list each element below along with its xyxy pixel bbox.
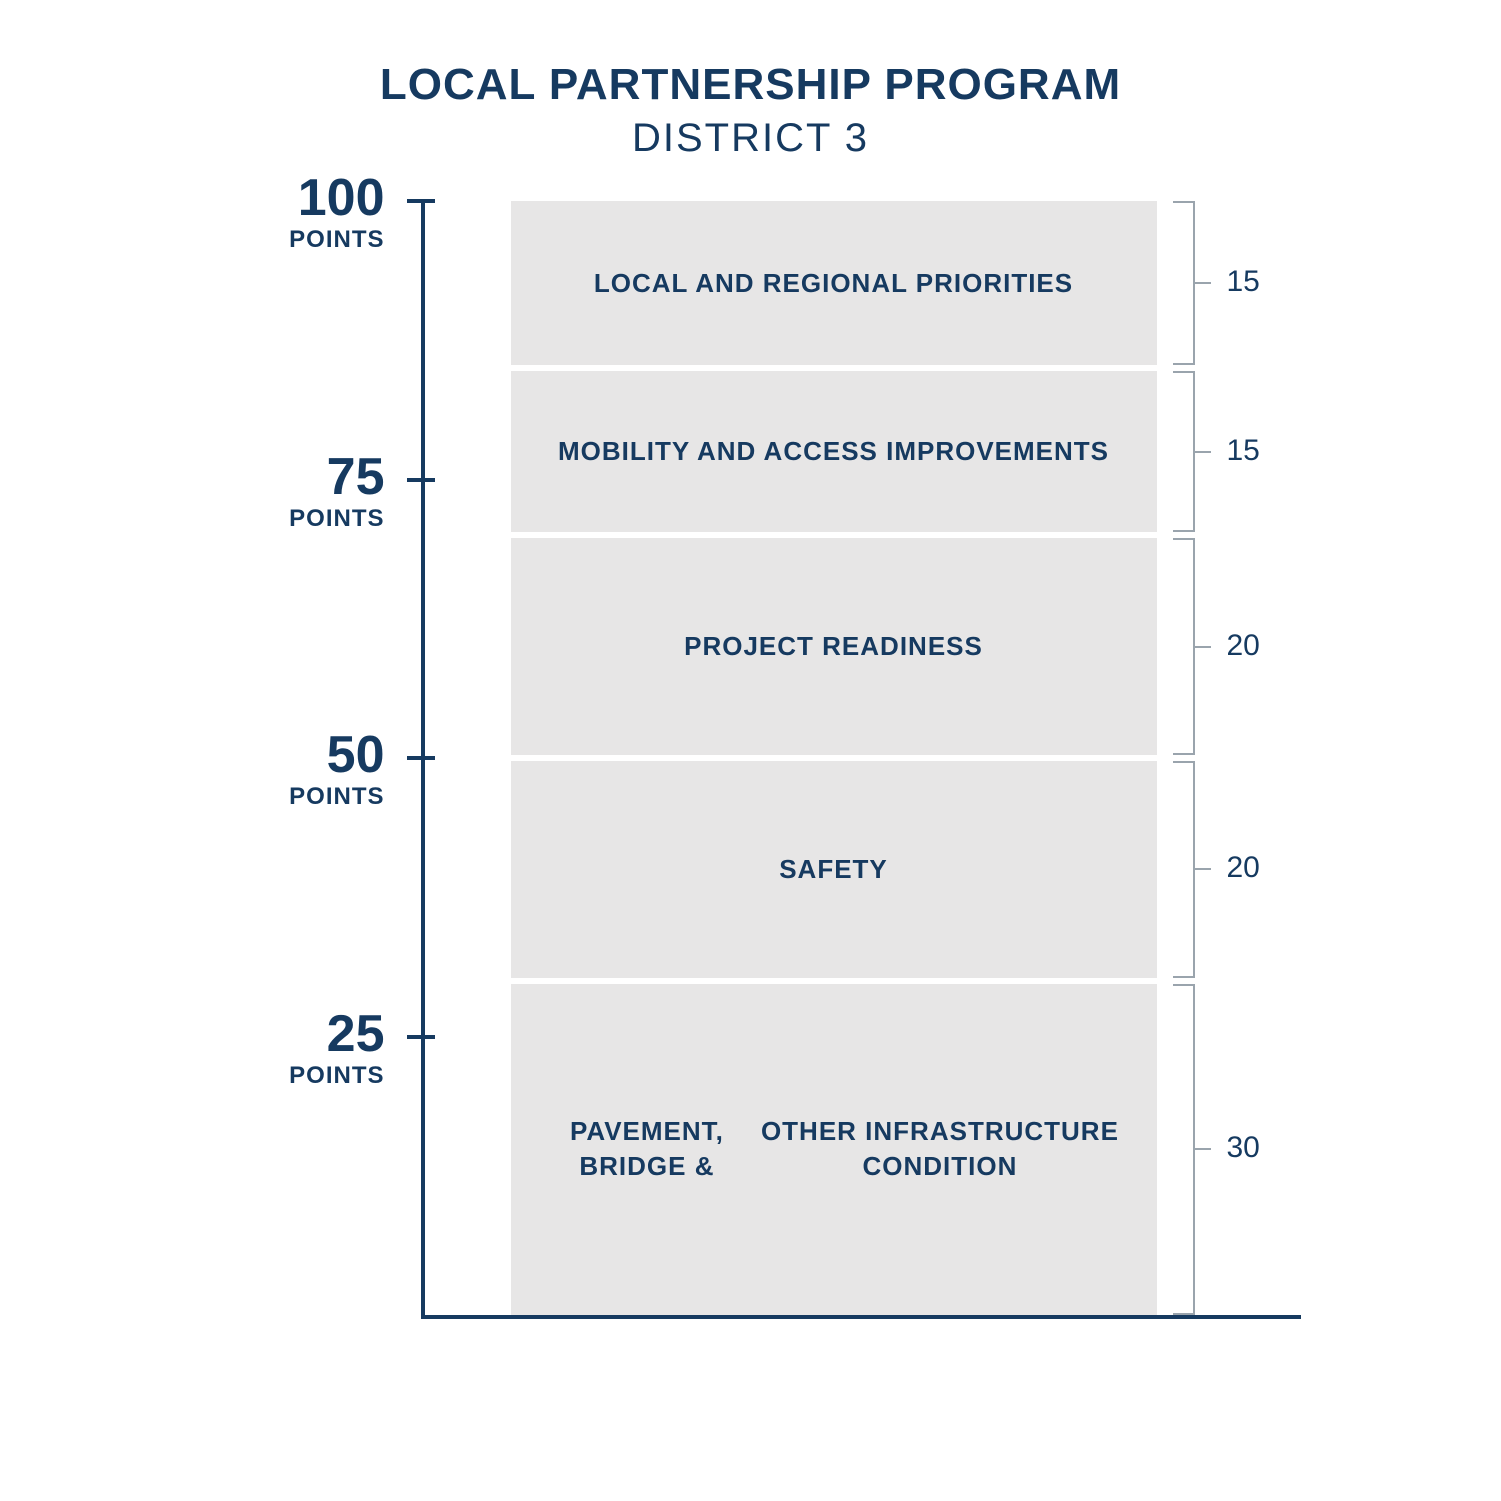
y-tick-number: 75 — [205, 451, 385, 503]
bar-segment-label: PAVEMENT, BRIDGE & — [541, 1114, 754, 1184]
bracket-value: 15 — [1227, 265, 1260, 299]
y-axis — [421, 201, 425, 1319]
bar-segment-label: MOBILITY AND ACCESS IMPROVEMENTS — [558, 434, 1109, 469]
y-tick-label: 100 POINTS — [205, 172, 385, 252]
y-tick-number: 50 — [205, 729, 385, 781]
bracket-value: 20 — [1227, 851, 1260, 885]
y-tick-label: 25 POINTS — [205, 1008, 385, 1088]
bracket — [1173, 761, 1213, 978]
y-tick-word: POINTS — [205, 1064, 385, 1088]
y-tick — [407, 478, 435, 482]
bar-segment: PAVEMENT, BRIDGE &OTHER INFRASTRUCTURE C… — [511, 984, 1157, 1315]
stacked-bar-chart: 100POINTS75POINTS50POINTS25POINTSLOCAL A… — [161, 201, 1341, 1331]
y-tick — [407, 756, 435, 760]
y-tick-number: 100 — [205, 172, 385, 224]
bracket — [1173, 538, 1213, 755]
y-tick-number: 25 — [205, 1008, 385, 1060]
bar-segment: PROJECT READINESS — [511, 538, 1157, 755]
bar-segment-label: SAFETY — [779, 852, 888, 887]
bar-segment-label: OTHER INFRASTRUCTURE CONDITION — [753, 1114, 1126, 1184]
bracket — [1173, 371, 1213, 532]
bar-segment-label: PROJECT READINESS — [684, 629, 983, 664]
y-tick-word: POINTS — [205, 228, 385, 252]
x-axis — [421, 1315, 1301, 1319]
bar-segment: LOCAL AND REGIONAL PRIORITIES — [511, 201, 1157, 365]
y-tick — [407, 199, 435, 203]
y-tick-label: 75 POINTS — [205, 451, 385, 531]
bracket-value: 30 — [1227, 1131, 1260, 1165]
bar-segment-label: LOCAL AND REGIONAL PRIORITIES — [594, 266, 1073, 301]
bracket-value: 15 — [1227, 434, 1260, 468]
bracket — [1173, 984, 1213, 1315]
bar-segment: MOBILITY AND ACCESS IMPROVEMENTS — [511, 371, 1157, 532]
y-tick-word: POINTS — [205, 785, 385, 809]
chart-subtitle: DISTRICT 3 — [0, 116, 1501, 161]
chart-title: LOCAL PARTNERSHIP PROGRAM — [0, 60, 1501, 110]
title-block: LOCAL PARTNERSHIP PROGRAM DISTRICT 3 — [0, 60, 1501, 161]
y-tick-word: POINTS — [205, 507, 385, 531]
y-tick — [407, 1035, 435, 1039]
y-tick-label: 50 POINTS — [205, 729, 385, 809]
bracket-value: 20 — [1227, 629, 1260, 663]
bracket — [1173, 201, 1213, 365]
page: LOCAL PARTNERSHIP PROGRAM DISTRICT 3 100… — [0, 0, 1501, 1501]
bar-segment: SAFETY — [511, 761, 1157, 978]
